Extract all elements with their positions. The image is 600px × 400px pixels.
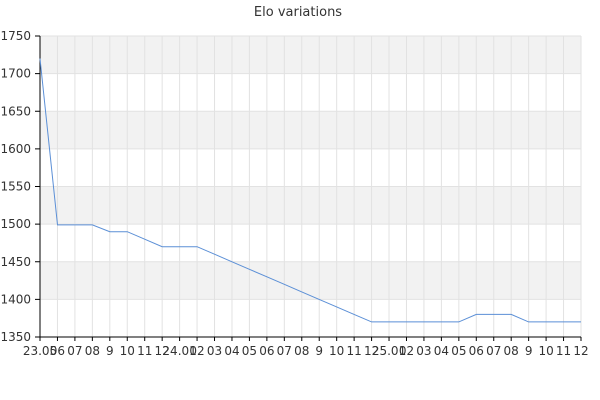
data-point xyxy=(213,253,216,256)
background-band xyxy=(40,186,581,225)
data-point xyxy=(39,57,42,60)
background-band xyxy=(40,36,581,74)
x-tick-label: 11 xyxy=(346,344,361,358)
y-tick-label: 1400 xyxy=(0,292,31,306)
x-tick-label: 07 xyxy=(486,344,501,358)
x-tick-label: 9 xyxy=(106,344,114,358)
data-point xyxy=(580,321,583,324)
data-point xyxy=(318,298,321,301)
x-tick-label: 11 xyxy=(137,344,152,358)
y-tick-label: 1500 xyxy=(0,217,31,231)
data-point xyxy=(74,223,77,226)
data-point xyxy=(126,230,129,233)
x-tick-label: 12 xyxy=(364,344,379,358)
x-tick-label: 24.01 xyxy=(162,344,196,358)
data-point xyxy=(196,245,199,248)
x-tick-label: 08 xyxy=(85,344,100,358)
data-point xyxy=(440,321,443,324)
y-tick-label: 1650 xyxy=(0,104,31,118)
data-point xyxy=(353,313,356,316)
x-tick-label: 25.01 xyxy=(372,344,406,358)
data-point xyxy=(492,313,495,316)
data-point xyxy=(388,321,391,324)
background-band xyxy=(40,224,581,262)
data-point xyxy=(265,275,268,278)
x-tick-label: 12 xyxy=(573,344,588,358)
x-tick-label: 02 xyxy=(189,344,204,358)
x-tick-label: 10 xyxy=(538,344,553,358)
x-tick-label: 07 xyxy=(277,344,292,358)
y-axis-ticks: 1350 1400 1450 1500 1550 1600 1650 1700 1750 xyxy=(0,29,40,344)
x-tick-label: 08 xyxy=(504,344,519,358)
chart-title: Elo variations xyxy=(254,5,342,20)
x-tick-label: 08 xyxy=(294,344,309,358)
data-point xyxy=(457,321,460,324)
data-point xyxy=(283,283,286,286)
data-point xyxy=(91,223,94,226)
data-point xyxy=(108,230,111,233)
y-tick-label: 1700 xyxy=(0,67,31,81)
y-tick-label: 1600 xyxy=(0,142,31,156)
series-line xyxy=(39,58,581,323)
data-point xyxy=(527,321,530,324)
y-tick-label: 1750 xyxy=(0,29,31,43)
y-tick-label: 1450 xyxy=(0,255,31,269)
data-point xyxy=(405,321,408,324)
x-tick-label: 02 xyxy=(399,344,414,358)
data-point xyxy=(335,306,338,309)
data-point xyxy=(178,245,181,248)
x-tick-label: 05 xyxy=(242,344,257,358)
x-tick-label: 06 xyxy=(50,344,65,358)
y-tick-label: 1350 xyxy=(0,330,31,344)
background-band xyxy=(40,148,581,187)
background-band xyxy=(40,73,581,112)
x-tick-label: 10 xyxy=(329,344,344,358)
x-tick-label: 12 xyxy=(155,344,170,358)
x-tick-label: 9 xyxy=(315,344,323,358)
background-band xyxy=(40,299,581,337)
x-tick-label: 04 xyxy=(434,344,449,358)
data-point xyxy=(56,223,59,226)
data-point xyxy=(423,321,426,324)
data-point xyxy=(545,321,548,324)
series-group xyxy=(39,57,583,324)
x-tick-label: 03 xyxy=(207,344,222,358)
data-point xyxy=(143,238,146,241)
background-band xyxy=(40,111,581,149)
x-tick-label: 06 xyxy=(259,344,274,358)
x-tick-label: 10 xyxy=(120,344,135,358)
x-tick-label: 07 xyxy=(67,344,82,358)
background-bands xyxy=(40,36,581,337)
y-tick-label: 1550 xyxy=(0,180,31,194)
x-tick-label: 11 xyxy=(556,344,571,358)
data-point xyxy=(370,321,373,324)
data-point xyxy=(510,313,513,316)
data-point xyxy=(562,321,565,324)
x-tick-label: 9 xyxy=(525,344,533,358)
x-tick-label: 05 xyxy=(451,344,466,358)
data-point xyxy=(231,260,234,263)
background-band xyxy=(40,261,581,300)
x-tick-label: 03 xyxy=(416,344,431,358)
x-tick-label: 04 xyxy=(224,344,239,358)
data-point xyxy=(300,290,303,293)
data-point xyxy=(475,313,478,316)
x-tick-label: 23.05 xyxy=(23,344,57,358)
data-point xyxy=(161,245,164,248)
data-point xyxy=(248,268,251,271)
x-tick-label: 06 xyxy=(469,344,484,358)
